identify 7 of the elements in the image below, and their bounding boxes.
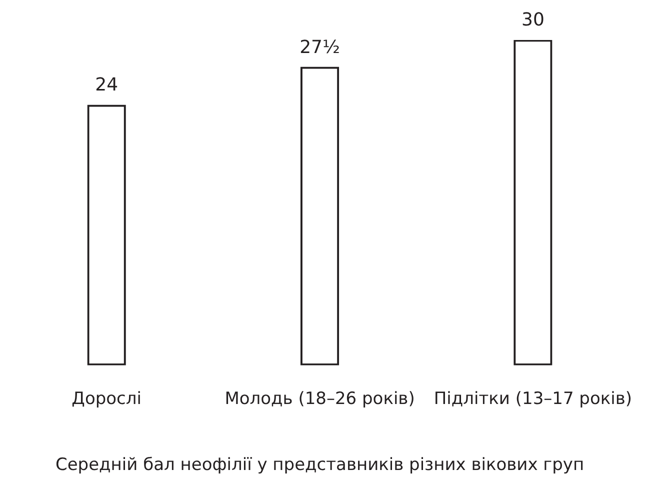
data-label: 27½	[300, 36, 340, 58]
x-tick-label: Молодь (18–26 років)	[224, 388, 415, 409]
data-label: 24	[95, 74, 118, 96]
x-axis-title: Середній бал неофілії у представників різних вікових груп	[55, 455, 584, 476]
x-tick-label: Дорослі	[72, 388, 142, 409]
x-tick-label: Підлітки (13–17 років)	[434, 388, 632, 409]
data-label: 30	[521, 10, 544, 31]
